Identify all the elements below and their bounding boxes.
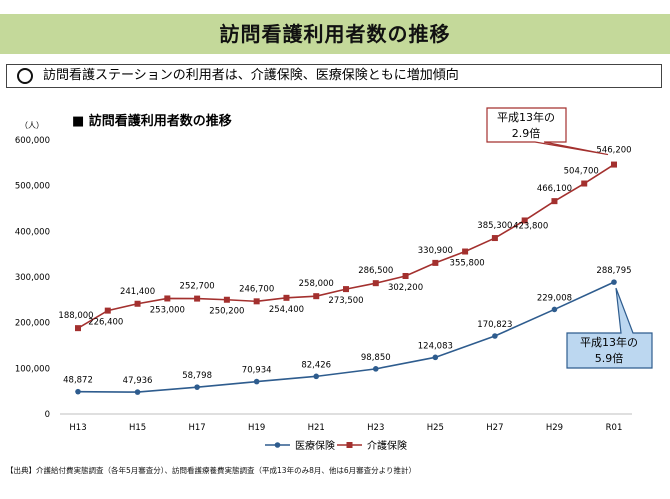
- callout-box-care: [486, 107, 609, 156]
- data-point-marker: [343, 286, 349, 293]
- data-label: 250,200: [209, 307, 244, 317]
- chart-title-text: ■ 訪問看護利用者数の推移: [72, 114, 232, 129]
- chart-title: ■ 訪問看護利用者数の推移: [72, 110, 232, 129]
- data-point-marker: [372, 280, 379, 287]
- x-tick-label: H27: [486, 423, 503, 433]
- data-label: 286,500: [358, 266, 393, 276]
- callout-text-medical: 平成13年の: [580, 335, 638, 349]
- summary-box: 訪問看護ステーションの利用者は、介護保険、医療保険ともに増加傾向: [6, 64, 662, 88]
- data-label: 170,823: [477, 320, 512, 330]
- data-point-marker: [223, 296, 230, 303]
- data-point-marker: [194, 384, 200, 390]
- data-point-marker: [551, 198, 558, 205]
- data-point-marker: [492, 333, 498, 339]
- x-tick-label: H15: [129, 423, 146, 433]
- x-tick-label: R01: [606, 423, 623, 433]
- data-point-marker: [313, 373, 320, 380]
- data-point-marker: [194, 295, 201, 302]
- legend-marker-medical: [274, 442, 281, 448]
- y-tick-label: 400,000: [15, 227, 50, 237]
- x-tick-label: H19: [248, 423, 265, 433]
- data-point-marker: [462, 248, 469, 255]
- data-label: 254,400: [269, 305, 304, 315]
- data-point-marker: [432, 354, 439, 361]
- data-point-marker: [75, 325, 81, 332]
- data-label: 48,872: [63, 376, 93, 386]
- legend-marker-care: [346, 442, 353, 448]
- data-point-marker: [253, 298, 260, 305]
- data-label: 504,700: [564, 167, 599, 177]
- data-label: 546,200: [596, 146, 631, 156]
- title-band: 訪問看護利用者数の推移: [0, 14, 670, 54]
- x-tick-label: H21: [308, 423, 325, 433]
- data-label: 258,000: [299, 279, 334, 289]
- data-label: 253,000: [150, 305, 185, 315]
- data-point-marker: [283, 294, 290, 301]
- data-label: 423,800: [513, 221, 548, 231]
- x-tick-label: H23: [367, 423, 384, 433]
- data-point-marker: [611, 279, 617, 285]
- callout-box-medical: [566, 287, 653, 369]
- data-point-marker: [253, 378, 260, 385]
- data-point-marker: [313, 293, 320, 300]
- callout-text-care: 2.9倍: [512, 126, 541, 140]
- data-point-marker: [611, 161, 617, 168]
- source-note: 【出典】介護給付費実態調査（各年5月審査分）、訪問看護療養費実態調査（平成13年…: [6, 466, 416, 475]
- x-tick-label: H29: [546, 423, 563, 433]
- callout-text-care: 平成13年の: [497, 110, 555, 124]
- summary-text: 訪問看護ステーションの利用者は、介護保険、医療保険ともに増加傾向: [43, 68, 459, 83]
- data-label: 330,900: [418, 246, 453, 256]
- data-label: 241,400: [120, 287, 155, 297]
- page-title: 訪問看護利用者数の推移: [219, 22, 451, 46]
- data-point-marker: [402, 272, 409, 279]
- y-axis-unit: （人）: [20, 121, 44, 130]
- data-label: 288,795: [596, 266, 631, 276]
- y-tick-label: 500,000: [15, 182, 50, 192]
- data-point-marker: [75, 388, 81, 395]
- data-label: 355,800: [450, 259, 485, 269]
- data-label: 226,400: [88, 318, 123, 328]
- legend-label-care: 介護保険: [367, 439, 407, 452]
- y-tick-label: 0: [45, 410, 50, 420]
- data-label: 385,300: [477, 221, 512, 231]
- data-label: 188,000: [58, 311, 93, 321]
- data-label: 58,798: [182, 371, 212, 381]
- y-tick-label: 600,000: [15, 136, 50, 146]
- data-point-marker: [432, 259, 439, 266]
- data-label: 82,426: [301, 360, 331, 370]
- circle-bullet-icon: [17, 68, 33, 84]
- data-label: 466,100: [537, 184, 572, 194]
- data-label: 98,850: [361, 353, 391, 363]
- x-tick-label: H17: [189, 423, 206, 433]
- data-label: 70,934: [242, 366, 272, 376]
- data-label: 273,500: [328, 296, 363, 306]
- data-point-marker: [104, 307, 111, 314]
- y-tick-label: 200,000: [15, 319, 50, 329]
- data-point-marker: [521, 217, 528, 224]
- data-label: 302,200: [388, 283, 423, 293]
- data-point-marker: [491, 235, 498, 242]
- x-tick-label: H13: [69, 423, 86, 433]
- data-point-marker: [134, 389, 141, 395]
- x-tick-label: H25: [427, 423, 444, 433]
- y-tick-label: 300,000: [15, 273, 50, 283]
- data-label: 47,936: [123, 376, 153, 386]
- legend-label-medical: 医療保険: [295, 439, 335, 452]
- callout-text-medical: 5.9倍: [595, 351, 624, 365]
- line-chart: （人） 0 100,000 200,000 300,000 400,000 500,000 6…: [15, 107, 653, 452]
- series-line-1: [77, 281, 615, 393]
- data-label: 124,083: [418, 341, 453, 351]
- data-point-marker: [551, 306, 558, 313]
- y-tick-label: 100,000: [15, 364, 50, 374]
- data-point-marker: [134, 300, 141, 307]
- data-point-marker: [581, 180, 588, 187]
- data-label: 252,700: [180, 282, 215, 292]
- data-point-marker: [372, 366, 379, 372]
- data-point-marker: [164, 295, 171, 302]
- data-label: 246,700: [239, 284, 274, 294]
- data-label: 229,008: [537, 293, 572, 303]
